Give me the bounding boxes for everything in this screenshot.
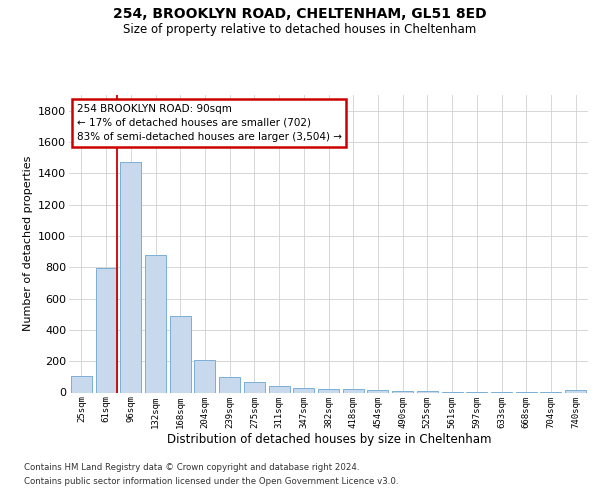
Bar	[269, 386, 290, 392]
Text: 254 BROOKLYN ROAD: 90sqm
← 17% of detached houses are smaller (702)
83% of semi-: 254 BROOKLYN ROAD: 90sqm ← 17% of detach…	[77, 104, 342, 142]
Bar	[392, 390, 413, 392]
Text: 254, BROOKLYN ROAD, CHELTENHAM, GL51 8ED: 254, BROOKLYN ROAD, CHELTENHAM, GL51 8ED	[113, 8, 487, 22]
Bar	[565, 390, 586, 392]
Bar	[318, 388, 339, 392]
Bar	[293, 388, 314, 392]
Bar	[343, 390, 364, 392]
Bar	[219, 377, 240, 392]
Bar	[145, 256, 166, 392]
Bar	[95, 268, 116, 392]
Bar	[367, 390, 388, 392]
Bar	[170, 316, 191, 392]
Text: Contains public sector information licensed under the Open Government Licence v3: Contains public sector information licen…	[24, 477, 398, 486]
Text: Size of property relative to detached houses in Cheltenham: Size of property relative to detached ho…	[124, 22, 476, 36]
Bar	[194, 360, 215, 392]
Bar	[417, 391, 438, 392]
Text: Distribution of detached houses by size in Cheltenham: Distribution of detached houses by size …	[167, 432, 491, 446]
Y-axis label: Number of detached properties: Number of detached properties	[23, 156, 32, 332]
Text: Contains HM Land Registry data © Crown copyright and database right 2024.: Contains HM Land Registry data © Crown c…	[24, 464, 359, 472]
Bar	[71, 376, 92, 392]
Bar	[244, 382, 265, 392]
Bar	[120, 162, 141, 392]
